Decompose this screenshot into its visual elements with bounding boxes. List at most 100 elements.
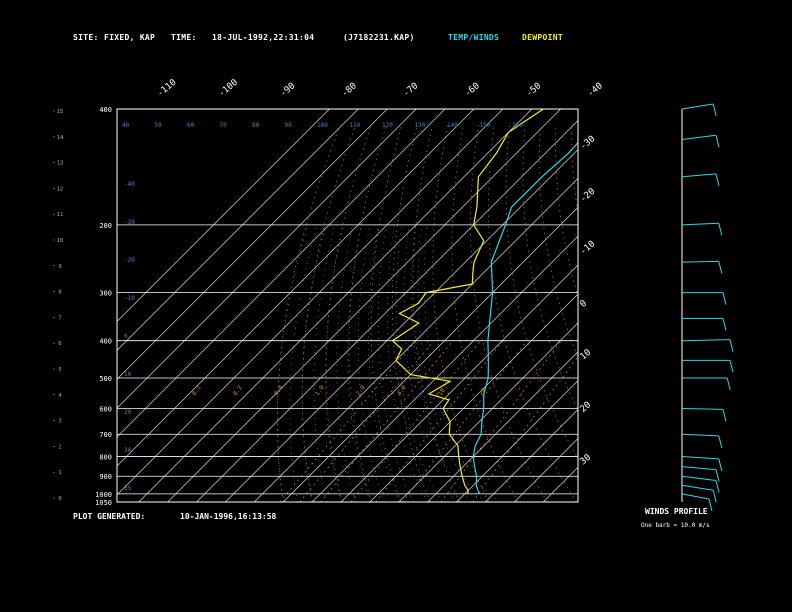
wind-barb — [718, 435, 723, 448]
isotherm-label-right: 20 — [579, 400, 594, 415]
isotherm-label-right: -30 — [579, 134, 598, 152]
pressure-tick-label: 800 — [99, 454, 112, 462]
wind-shaft — [681, 484, 714, 491]
wind-shaft — [681, 475, 717, 481]
isotherm-line — [369, 293, 578, 502]
isotherm-line — [311, 235, 578, 502]
height-tick-label: 10 — [57, 238, 64, 244]
mixing-ratio-line — [320, 340, 454, 502]
adiabat-label: 100 — [317, 122, 328, 129]
pressure-tick-label: 600 — [99, 405, 112, 413]
adiabat-label: 110 — [350, 122, 361, 129]
isotherm-label-top: -80 — [340, 81, 359, 99]
pressure-tick-label: 500 — [99, 375, 112, 383]
dry-adiabat-line — [451, 124, 519, 502]
mixing-ratio-label: 0.1 — [191, 384, 203, 397]
isotherm-line — [485, 409, 578, 502]
site-label: SITE: — [73, 33, 99, 42]
isotherm-label-top: -40 — [586, 81, 605, 99]
dry-adiabat-line — [710, 125, 792, 502]
height-tick-label: 6 — [58, 341, 61, 347]
moist-adiabat-label: 30 — [124, 447, 132, 454]
moist-adiabat-label: -10 — [124, 295, 135, 302]
site-value: FIXED, KAP — [104, 33, 156, 42]
wind-barb — [726, 377, 731, 391]
pressure-tick-label: 200 — [99, 222, 112, 230]
height-tick-label: 1 — [58, 470, 61, 476]
wind-barb — [718, 223, 723, 236]
dry-adiabat-line — [633, 125, 792, 502]
dewpoint-profile-line — [391, 109, 544, 494]
pressure-tick-label: 700 — [99, 431, 112, 439]
isotherm-label-top: -90 — [279, 81, 298, 99]
legend-dewpoint: DEWPOINT — [522, 33, 563, 42]
isotherm-label-top: -70 — [402, 81, 421, 99]
isotherm-line — [398, 322, 578, 502]
adiabat-label: 60 — [187, 122, 195, 129]
dry-adiabat-line — [663, 125, 792, 502]
height-tick-label: 14 — [57, 135, 64, 141]
pressure-tick-label: 1000 — [95, 491, 112, 499]
wind-barb — [729, 339, 734, 352]
wind-barb — [722, 409, 727, 422]
dry-adiabat-line — [555, 124, 578, 298]
winds-profile-title: WINDS PROFILE — [645, 507, 708, 516]
isotherm-line — [254, 177, 578, 502]
isotherm-label-top: -100 — [217, 78, 240, 100]
wind-barb — [712, 103, 717, 117]
isotherm-label-right: -20 — [579, 187, 598, 205]
wind-shaft — [681, 493, 710, 500]
moist-adiabat-line — [301, 224, 327, 502]
mixing-ratio-line — [279, 340, 417, 502]
isotherm-label-top: -110 — [156, 78, 179, 100]
wind-barb — [715, 135, 720, 148]
mixing-ratio-line — [402, 340, 528, 502]
dry-adiabat-line — [301, 124, 357, 502]
adiabat-label: 140 — [447, 122, 458, 129]
moist-adiabat-line — [347, 224, 371, 502]
wind-barb — [722, 318, 727, 331]
pressure-tick-label: 900 — [99, 473, 112, 481]
height-tick-label: 2 — [58, 444, 61, 450]
moist-adiabat-line — [336, 224, 356, 502]
dry-adiabat-line — [602, 125, 782, 502]
time-value: 18-JUL-1992,22:31:04 — [212, 33, 315, 42]
wind-barb — [712, 490, 717, 503]
pressure-tick-label: 400 — [99, 106, 112, 114]
wind-barb — [718, 261, 723, 274]
wind-shaft — [681, 456, 719, 460]
mixing-ratio-line — [472, 355, 578, 502]
moist-adiabat-line — [313, 224, 336, 502]
isotherm-label-right: 0 — [579, 299, 590, 310]
wind-shaft — [681, 134, 717, 140]
plot-area — [117, 109, 792, 502]
isotherm-line — [225, 148, 578, 502]
height-tick-label: 11 — [57, 212, 64, 218]
moist-adiabat-line — [411, 224, 472, 502]
plot-frame — [116, 108, 579, 503]
isotherm-line — [117, 109, 504, 496]
wind-shaft — [681, 407, 724, 410]
dry-adiabat-line — [470, 124, 548, 502]
dry-adiabat-line — [488, 124, 577, 502]
isotherm-line — [117, 109, 417, 409]
moist-adiabat-line — [357, 224, 385, 502]
pressure-tick-label: 1050 — [95, 499, 112, 507]
mixing-ratio-label: 10 — [437, 387, 447, 397]
isotherm-line — [196, 120, 578, 502]
isotherm-line — [427, 351, 578, 502]
pressure-tick-label: 300 — [99, 290, 112, 298]
moist-adiabat-label: -30 — [124, 219, 135, 226]
isotherm-line — [456, 380, 578, 502]
dry-adiabat-line — [325, 124, 372, 502]
moist-adiabat-label: 35 — [124, 485, 132, 492]
moist-adiabat-label: -20 — [124, 257, 135, 264]
moist-adiabat-line — [276, 224, 309, 502]
dry-adiabat-line — [391, 124, 431, 502]
isotherm-line — [514, 437, 578, 502]
file-name: (J7182231.KAP) — [343, 33, 415, 42]
dry-adiabat-line — [725, 125, 792, 502]
moist-adiabat-label: 0 — [124, 333, 128, 340]
mixing-ratio-line — [299, 340, 435, 502]
adiabat-label: 80 — [252, 122, 260, 129]
